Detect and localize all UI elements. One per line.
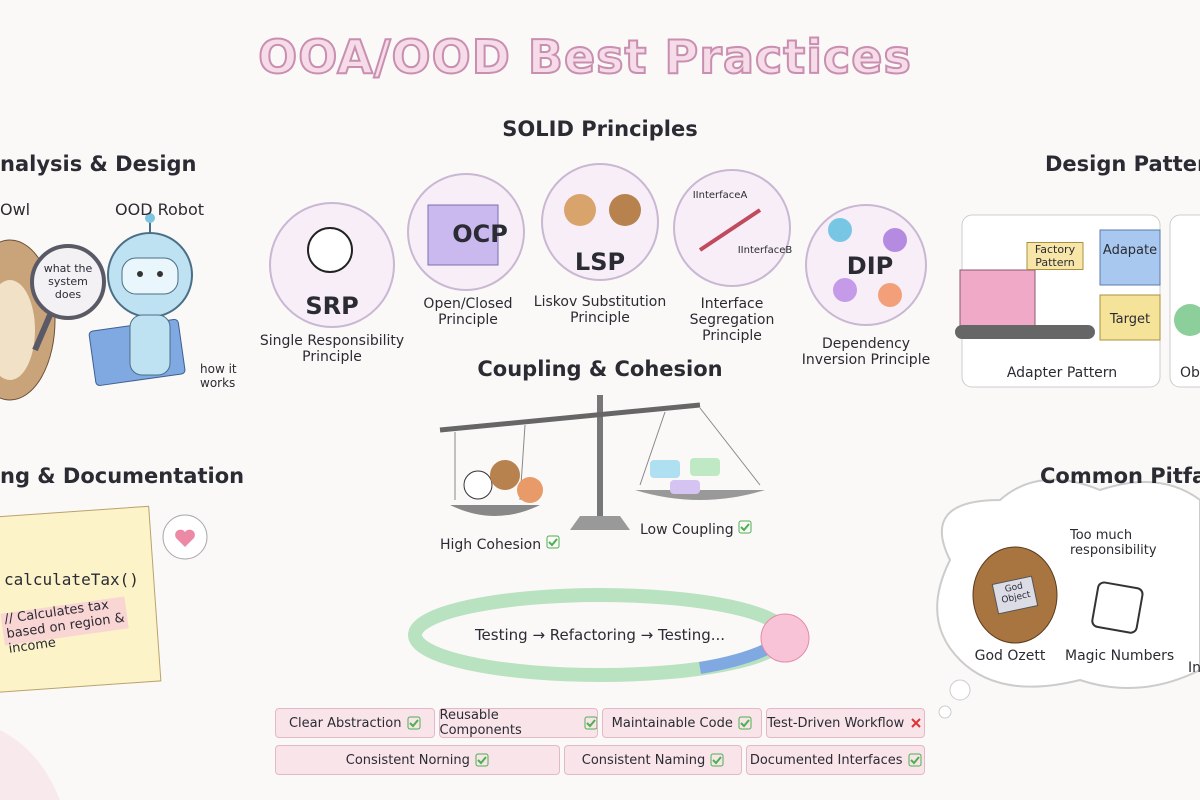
tag: Test-Driven Workflow — [765, 708, 925, 738]
section-heading: SOLID Principles — [502, 117, 698, 141]
code: calculateTax() — [4, 570, 139, 589]
note: what the system does — [43, 262, 93, 301]
tag-text: Clear Abstraction — [288, 715, 402, 731]
scale-label-text: Low Coupling — [640, 522, 734, 538]
sign: Factory Pattern — [1026, 242, 1084, 270]
icon-frame — [908, 753, 922, 767]
principle-name: Interface Segregation Principle — [689, 296, 775, 344]
principle-abbr: DIP — [846, 252, 894, 280]
principle-name: Liskov Substitution Principle — [533, 294, 667, 326]
tag: Reusable Components — [438, 708, 598, 738]
tag: Clear Abstraction — [275, 708, 435, 738]
note: how it works — [200, 362, 237, 390]
icon-mark — [408, 719, 419, 728]
icon-mark — [911, 718, 921, 728]
check-icon — [738, 520, 752, 534]
tag-row: Clear Abstraction Reusable Components Main… — [275, 708, 925, 738]
section-heading: Design Pattern — [1045, 152, 1200, 176]
scale-label: Low Coupling — [640, 520, 752, 538]
icon-mark — [585, 719, 596, 728]
check-icon — [908, 753, 922, 767]
icon-frame — [475, 753, 489, 767]
principle-abbr: SRP — [305, 292, 359, 320]
principle-name: Dependency Inversion Principle — [801, 336, 931, 368]
tag-text: Test-Driven Workflow — [767, 715, 905, 731]
scale-label: High Cohesion — [440, 535, 560, 553]
section-heading: ng & Documentation — [0, 464, 245, 488]
character-label: Owl — [0, 200, 31, 219]
pattern-name: Adapter Pattern — [1006, 365, 1118, 381]
check-icon — [475, 753, 489, 767]
cycle-label: Testing → Refactoring → Testing... — [474, 626, 726, 644]
tag-text: Consistent Norning — [345, 752, 470, 768]
puzzle-label: Adapate — [1102, 243, 1158, 258]
pitfall-label: In — [1188, 660, 1200, 676]
pattern-name: Obs — [1180, 365, 1200, 381]
section-heading: Coupling & Cohesion — [477, 357, 723, 381]
check-icon — [584, 716, 597, 730]
check-icon — [407, 716, 420, 730]
principle-abbr: OCP — [452, 220, 508, 248]
check-icon — [546, 535, 560, 549]
tag: Documented Interfaces — [746, 745, 926, 775]
principle-name: Open/Closed Principle — [423, 296, 513, 328]
principle-abbr: LSP — [574, 248, 626, 276]
icon-mark — [909, 756, 920, 765]
icon-mark — [712, 756, 723, 765]
page-title: OOA/OOD Best Practices — [257, 29, 912, 85]
pitfall-label: God Ozett — [974, 648, 1046, 664]
tag: Maintainable Code — [602, 708, 762, 738]
check-icon — [710, 753, 724, 767]
icon-frame — [738, 716, 752, 730]
icon-frame — [407, 716, 420, 730]
cross-icon — [911, 718, 921, 728]
tag-text: Reusable Components — [439, 708, 522, 738]
tag-text: Maintainable Code — [611, 715, 733, 731]
icon-frame — [710, 753, 724, 767]
character-label: OOD Robot — [115, 200, 204, 219]
tag-text: Consistent Naming — [581, 752, 706, 768]
puzzle-label: Target — [1109, 312, 1151, 327]
section-heading: Common Pitfalls — [1040, 464, 1200, 488]
principle-name: Single Responsibility Principle — [259, 333, 405, 365]
check-icon — [738, 716, 752, 730]
interface-label: IInterfaceA — [692, 190, 748, 201]
tag-text: Documented Interfaces — [749, 752, 903, 768]
scale-label-text: High Cohesion — [440, 537, 542, 553]
pitfall-note: Too much responsibility — [1070, 528, 1157, 558]
tag: Consistent Norning — [275, 745, 560, 775]
icon-mark — [740, 719, 750, 728]
tag: Consistent Naming — [563, 745, 743, 775]
section-heading: nalysis & Design — [0, 152, 197, 176]
tag-row: Consistent Norning Consistent Naming Docum… — [275, 745, 926, 775]
icon-frame — [584, 716, 597, 730]
icon-mark — [477, 756, 487, 765]
pitfall-label: Magic Numbers — [1065, 648, 1175, 664]
interface-label: IInterfaceB — [737, 245, 793, 256]
